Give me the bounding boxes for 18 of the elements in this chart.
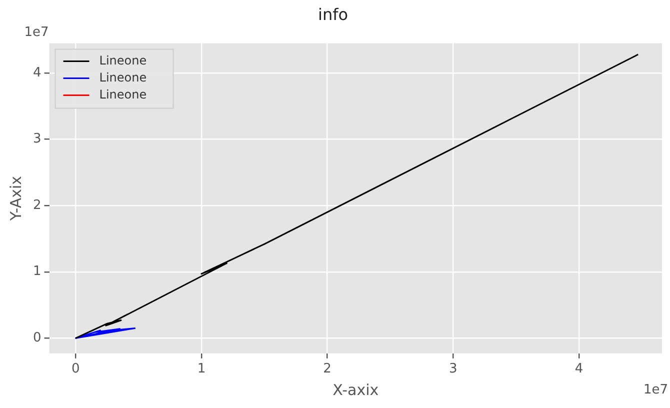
y-tick-label: 2 <box>32 198 42 213</box>
x-tick-label: 3 <box>449 362 458 377</box>
x-tick-label: 4 <box>574 362 584 377</box>
y-tick-label: 3 <box>32 132 42 147</box>
y-axis-title: Y-Axix <box>6 176 25 222</box>
y-tick-label: 0 <box>32 330 42 346</box>
x-tick-label: 1 <box>197 362 206 377</box>
y-tick-label: 1 <box>32 264 42 280</box>
y-tick-label: 4 <box>32 65 42 80</box>
x-tick-label: 0 <box>72 362 80 377</box>
x-axis-title: X-axix <box>332 380 379 399</box>
chart-title: info <box>318 4 348 24</box>
text: 1e7 <box>643 382 668 398</box>
x-tick-label: 2 <box>323 362 332 377</box>
legend-label: Lineone <box>99 87 147 102</box>
text: 1e7 <box>24 25 49 40</box>
legend-label: Lineone <box>99 70 147 84</box>
legend-label: Lineone <box>99 53 147 68</box>
